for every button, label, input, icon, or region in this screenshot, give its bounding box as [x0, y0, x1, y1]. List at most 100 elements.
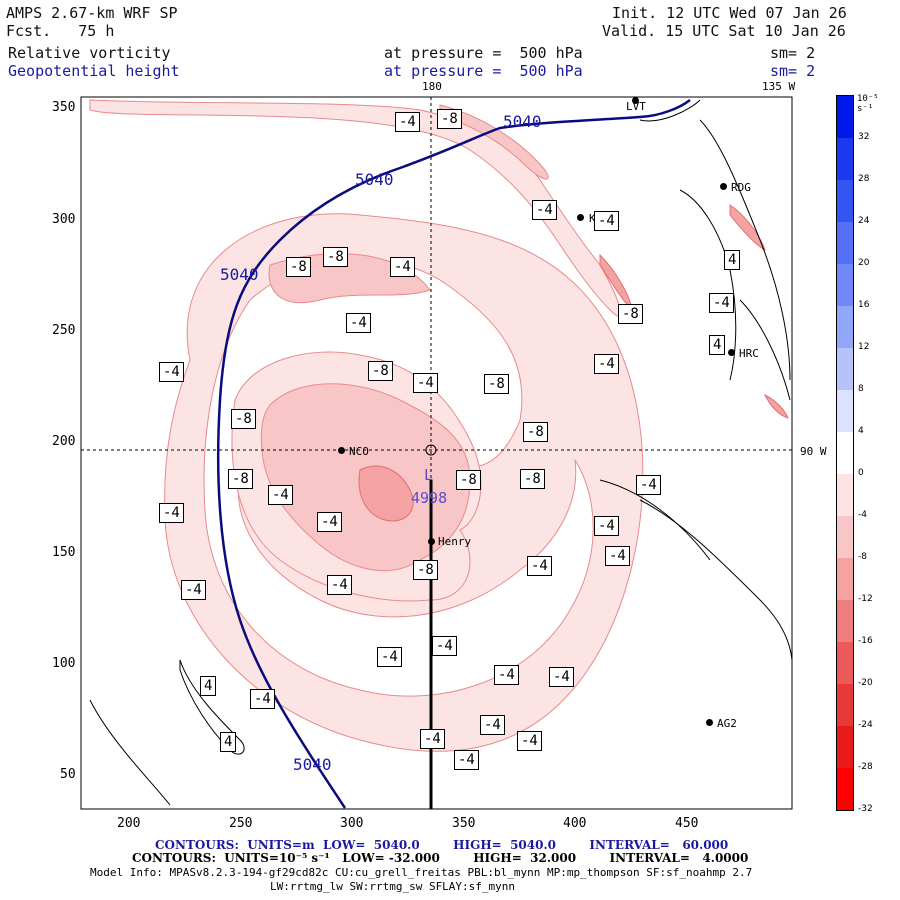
vort-label: -4: [420, 729, 445, 749]
plot-frame: [80, 96, 793, 810]
colorbar-segment: [837, 432, 853, 474]
station-hrc: HRC: [739, 347, 759, 360]
vort-label: -4: [636, 475, 661, 495]
colorbar-segment: [837, 474, 853, 516]
colorbar-label: -16: [858, 636, 873, 646]
station-dot: [577, 214, 584, 221]
vort-label: -4: [594, 211, 619, 231]
lon-label-180: 180: [422, 80, 442, 93]
colorbar-segment: [837, 96, 853, 138]
colorbar-label: -8: [858, 552, 867, 562]
valid-time: Valid. 15 UTC Sat 10 Jan 26: [602, 22, 846, 40]
x-tick: 200: [117, 816, 141, 831]
vort-label: -8: [523, 422, 548, 442]
colorbar-label: -12: [858, 594, 873, 604]
colorbar-segment: [837, 768, 853, 810]
low-label: L: [424, 466, 434, 484]
vort-label: -4: [327, 575, 352, 595]
vort-label: -4: [549, 667, 574, 687]
station-dot: [428, 538, 435, 545]
vort-label: -4: [377, 647, 402, 667]
x-tick: 400: [563, 816, 587, 831]
vort-label: -4: [532, 200, 557, 220]
vort-label: -8: [456, 470, 481, 490]
colorbar: [836, 95, 854, 811]
colorbar-label: 8: [858, 384, 864, 394]
y-tick: 350: [52, 100, 76, 115]
x-tick: 250: [229, 816, 253, 831]
colorbar-label: 28: [858, 174, 870, 184]
footer-model-info2: LW:rrtmg_lw SW:rrtmg_sw SFLAY:sf_mynn: [270, 880, 516, 893]
x-tick: 350: [452, 816, 476, 831]
vort-label: -8: [228, 469, 253, 489]
y-tick: 300: [52, 212, 76, 227]
vort-label: -4: [390, 257, 415, 277]
vort-label: -4: [594, 354, 619, 374]
vort-label: -4: [181, 580, 206, 600]
y-tick: 250: [52, 323, 76, 338]
vort-label: -8: [437, 109, 462, 129]
x-tick: 450: [675, 816, 699, 831]
y-tick: 100: [52, 656, 76, 671]
colorbar-segment: [837, 180, 853, 222]
vort-label: -4: [605, 546, 630, 566]
vort-label: -4: [517, 731, 542, 751]
vort-label: -4: [432, 636, 457, 656]
vort-label: -8: [368, 361, 393, 381]
colorbar-segment: [837, 222, 853, 264]
vorticity-fill: [89, 99, 789, 752]
field2-name: Geopotential height: [8, 62, 180, 80]
vort-label: -8: [286, 257, 311, 277]
vort-label: -4: [159, 503, 184, 523]
colorbar-label: -4: [858, 510, 867, 520]
station-dot: [720, 183, 727, 190]
vort-label: 4: [709, 335, 726, 355]
colorbar-label: 0: [858, 468, 864, 478]
colorbar-segment: [837, 558, 853, 600]
vort-label: -8: [484, 374, 509, 394]
field1-level: at pressure = 500 hPa: [384, 44, 583, 62]
colorbar-segment: [837, 306, 853, 348]
vort-label: -4: [594, 516, 619, 536]
vort-label: -4: [480, 715, 505, 735]
colorbar-label: -24: [858, 720, 873, 730]
colorbar-label: 32: [858, 132, 870, 142]
colorbar-segment: [837, 516, 853, 558]
colorbar-label: -32: [858, 804, 873, 814]
colorbar-label: 16: [858, 300, 870, 310]
colorbar-segment: [837, 684, 853, 726]
colorbar-segment: [837, 726, 853, 768]
station-lvt: LVT: [626, 100, 646, 113]
vort-label: -4: [268, 485, 293, 505]
vort-label: -4: [346, 313, 371, 333]
field2-level: at pressure = 500 hPa: [384, 62, 583, 80]
vort-label: -4: [413, 373, 438, 393]
colorbar-label: -20: [858, 678, 873, 688]
y-tick: 150: [52, 545, 76, 560]
y-tick: 200: [52, 434, 76, 449]
station-dot: [706, 719, 713, 726]
colorbar-label: 12: [858, 342, 870, 352]
colorbar-segment: [837, 348, 853, 390]
lon-label-135w: 135 W: [762, 80, 796, 93]
positive-vorticity-contours: [89, 99, 792, 806]
vort-label: -8: [413, 560, 438, 580]
lon-label-90w: 90 W: [800, 445, 827, 458]
vort-label: -4: [709, 293, 734, 313]
station-dot: [728, 349, 735, 356]
colorbar-segment: [837, 600, 853, 642]
height-label: 5040: [293, 755, 332, 774]
height-label: 5040: [220, 265, 259, 284]
station-nco: NCO: [349, 445, 369, 458]
height-contour-5040: [216, 99, 691, 809]
station-ag2: AG2: [717, 717, 737, 730]
colorbar-label: 24: [858, 216, 870, 226]
forecast-hour: Fcst. 75 h: [6, 22, 115, 40]
field1-name: Relative vorticity: [8, 44, 171, 62]
vort-label: -8: [618, 304, 643, 324]
vort-label: 4: [220, 732, 237, 752]
field1-smoothing: sm= 2: [770, 44, 816, 62]
low-center-marker: [425, 444, 437, 456]
vort-label: 4: [200, 676, 217, 696]
